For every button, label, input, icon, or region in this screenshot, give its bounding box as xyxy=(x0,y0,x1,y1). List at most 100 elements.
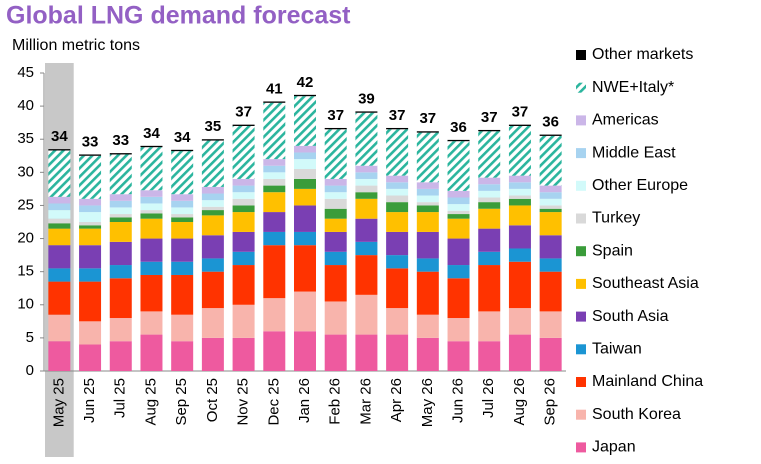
y-tick-label: 0 xyxy=(26,362,34,379)
bar-segment xyxy=(232,265,255,305)
legend-label: Other markets xyxy=(592,46,693,63)
bar-segment xyxy=(508,308,531,335)
bar-segment xyxy=(539,212,562,236)
bar-segment xyxy=(355,111,378,113)
bar-segment xyxy=(48,245,71,269)
bar-segment xyxy=(355,198,378,219)
bar-segment xyxy=(201,193,224,201)
bar-segment xyxy=(324,178,347,186)
bar-segment xyxy=(171,194,194,201)
x-tick-label: Oct 25 xyxy=(204,378,221,422)
bar-segment xyxy=(324,265,347,302)
total-label: 34 xyxy=(51,128,68,145)
total-label: 37 xyxy=(235,104,252,121)
bar-segment xyxy=(171,217,194,222)
bar-segment xyxy=(263,101,286,103)
bar-segment xyxy=(294,152,316,160)
bar-segment xyxy=(386,127,409,130)
bar-segment xyxy=(232,125,255,179)
legend-swatch xyxy=(576,442,586,453)
bar-segment xyxy=(508,175,531,183)
bar-segment xyxy=(79,225,102,229)
bar-segment xyxy=(447,318,470,342)
bar-segment xyxy=(539,311,562,338)
bar-segment xyxy=(171,149,194,152)
bar-segment xyxy=(447,204,470,211)
bar-segment xyxy=(109,241,132,266)
bar-segment xyxy=(355,185,378,193)
x-tick-label: Aug 26 xyxy=(511,378,528,426)
x-tick-label: Sep 26 xyxy=(542,378,559,426)
bar-segment xyxy=(478,202,501,209)
bar-segment xyxy=(48,314,71,342)
bar-segment xyxy=(447,210,470,215)
bar-segment xyxy=(140,274,163,312)
bar-segment xyxy=(508,195,531,199)
bar-segment xyxy=(109,217,132,222)
total-label: 35 xyxy=(205,118,222,135)
bar-segment xyxy=(140,213,163,219)
bar-segment xyxy=(232,231,255,252)
legend-swatch xyxy=(576,311,586,322)
bar-segment xyxy=(294,145,316,153)
y-tick-label: 30 xyxy=(17,163,34,180)
x-tick-label: Jun 25 xyxy=(81,378,98,423)
bar-segment xyxy=(324,231,347,252)
bar-segment xyxy=(201,308,224,338)
bar-segment xyxy=(447,139,470,142)
total-label: 41 xyxy=(266,80,283,97)
bar-segment xyxy=(201,206,224,211)
bar-segment xyxy=(324,334,347,371)
bar-segment xyxy=(232,251,255,266)
bar-segment xyxy=(416,182,439,189)
bar-segment xyxy=(416,195,439,203)
bar-segment xyxy=(386,195,409,203)
bar-segment xyxy=(386,308,409,335)
bar-segment xyxy=(171,274,194,315)
bar-segment xyxy=(201,215,224,236)
bar-segment xyxy=(171,151,194,195)
bar-segment xyxy=(508,334,531,371)
x-tick-label: May 25 xyxy=(50,378,67,427)
bar-segment xyxy=(355,165,378,173)
bar-segment xyxy=(140,196,163,204)
x-tick-label: Jun 26 xyxy=(449,378,466,423)
bar-segment xyxy=(171,314,194,342)
bar-segment xyxy=(386,231,409,256)
bar-segment xyxy=(79,344,102,371)
bar-segment xyxy=(232,192,255,199)
bar-segment xyxy=(447,238,470,266)
bar-segment xyxy=(478,208,501,229)
bar-segment xyxy=(201,235,224,259)
bar-segment xyxy=(386,202,409,213)
legend-label: Spain xyxy=(592,242,633,259)
bar-segment xyxy=(508,205,531,226)
bar-segment xyxy=(539,192,562,199)
bar-segment xyxy=(140,203,163,211)
bar-segment xyxy=(48,228,71,246)
legend-swatch xyxy=(576,82,586,93)
bar-segment xyxy=(478,129,501,132)
bar-segment xyxy=(48,268,71,282)
x-tick-label: Apr 26 xyxy=(388,378,405,422)
bar-segment xyxy=(79,155,102,199)
total-label: 37 xyxy=(481,109,498,126)
total-label: 37 xyxy=(512,104,529,121)
x-tick-label: Sep 25 xyxy=(173,378,190,426)
bar-segment xyxy=(294,159,316,170)
x-tick-label: Nov 25 xyxy=(235,378,252,426)
bar-segment xyxy=(109,341,132,371)
bar-segment xyxy=(201,210,224,216)
bar-segment xyxy=(416,205,439,213)
bar-segment xyxy=(232,205,255,213)
bar-segment xyxy=(294,169,316,179)
legend-label: Turkey xyxy=(592,210,640,227)
bar-segment xyxy=(48,223,71,229)
legend-swatch xyxy=(576,344,586,355)
legend-swatch xyxy=(576,115,586,126)
bar-segment xyxy=(324,129,347,179)
bar-segment xyxy=(201,337,224,371)
bar-segment xyxy=(478,341,501,371)
bar-segment xyxy=(478,177,501,185)
bar-segment xyxy=(416,202,439,206)
